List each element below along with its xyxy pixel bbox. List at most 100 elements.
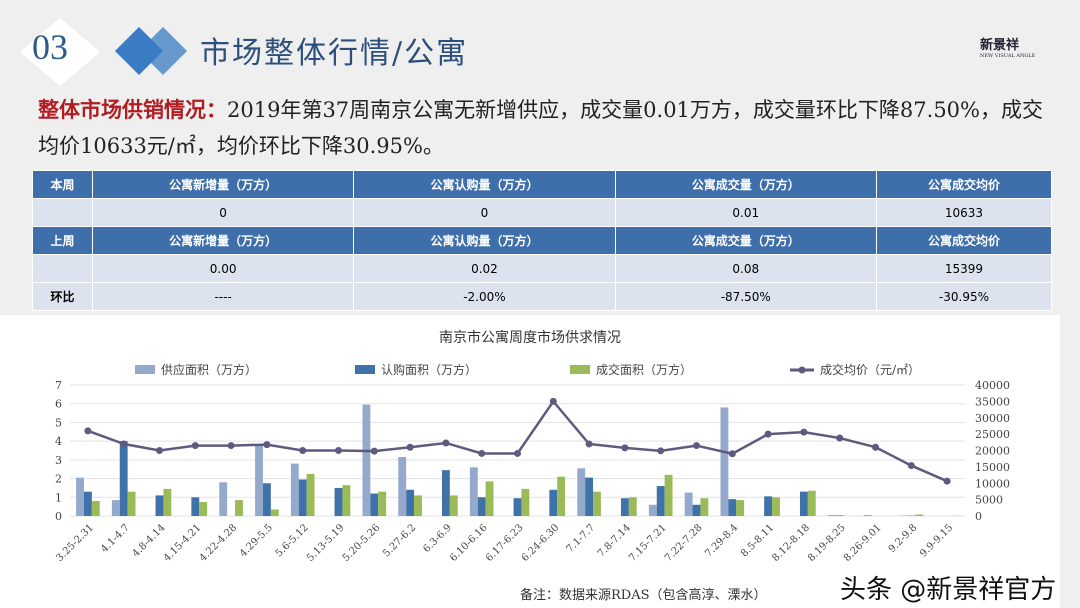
bar-2: [199, 501, 208, 516]
price-point: [907, 462, 915, 470]
ratio-cell: -30.95%: [875, 282, 1053, 311]
bar-0: [720, 407, 729, 516]
summary: 整体市场供销情况：2019年第37周南京公寓无新增供应，成交量0.01万方，成交…: [38, 97, 1043, 158]
bar-1: [262, 483, 271, 516]
chart-panel: 南京市公寓周度市场供求情况 供应面积（万方） 认购面积（万方） 成交面积（万方）…: [0, 315, 1060, 608]
price-point: [585, 440, 593, 448]
bar-0: [684, 492, 693, 516]
header-cell: 公寓新增量（万方）: [91, 226, 355, 255]
bar-2: [449, 495, 458, 516]
x-tick: 6.17-6.23: [484, 522, 526, 564]
bar-2: [664, 474, 673, 516]
y-right-tick: 0: [975, 510, 982, 523]
bar-1: [477, 497, 486, 516]
source-note: 备注：数据来源RDAS（包含高淳、溧水）: [520, 588, 767, 603]
y-left-tick: 6: [55, 398, 62, 411]
x-tick: 7.29-8.4: [703, 522, 740, 559]
x-tick: 9.2-9.8: [887, 522, 920, 555]
price-point: [335, 447, 342, 454]
bar-0: [290, 463, 299, 516]
bar-1: [585, 477, 594, 516]
price-point: [693, 442, 700, 450]
x-tick: 4.1-4.7: [99, 522, 132, 555]
bar-2: [521, 488, 530, 516]
bar-1: [119, 441, 128, 516]
y-left-tick: 7: [55, 379, 62, 392]
y-left-tick: 1: [55, 491, 62, 504]
price-point: [442, 439, 450, 447]
price-point: [370, 447, 378, 455]
price-point: [156, 447, 163, 454]
header-cell: 公寓新增量（万方）: [91, 170, 355, 199]
bar-2: [485, 481, 494, 516]
y-right-tick: 35000: [975, 395, 1010, 408]
y-right-tick: 10000: [975, 477, 1010, 490]
x-tick: 4.22-4.28: [198, 522, 240, 564]
bar-2: [127, 491, 136, 516]
bar-0: [111, 500, 120, 516]
x-tick: 8.12-8.18: [770, 522, 812, 564]
data-table: 本周 公寓新增量（万方） 公寓认购量（万方） 公寓成交量（万方） 公寓成交均价 0 0 0.…: [32, 170, 1053, 311]
legend-subscribe: 认购面积（万方）: [355, 361, 477, 378]
bar-2: [736, 500, 745, 516]
value-cell: 15399: [875, 254, 1053, 283]
bar-2: [915, 514, 924, 516]
bar-0: [469, 467, 478, 516]
row-label: 本周: [32, 170, 93, 199]
y-left-tick: 4: [55, 435, 62, 448]
bar-2: [593, 491, 601, 516]
bar-2: [163, 488, 172, 516]
y-right-tick: 15000: [975, 461, 1010, 474]
price-point: [84, 427, 92, 435]
price-point: [191, 442, 199, 450]
value-cell: 10633: [875, 198, 1053, 227]
bar-0: [863, 515, 872, 516]
ratio-cell: -87.50%: [614, 282, 877, 311]
x-tick: 7.1-7.7: [565, 522, 598, 555]
bar-0: [577, 468, 586, 516]
logo: 新景祥 NEW VISUAL ANGLE: [980, 38, 1036, 59]
bar-1: [835, 515, 844, 516]
empty-cell: [32, 198, 93, 227]
y-left-tick: 0: [55, 510, 62, 523]
x-tick: 5.13-5.19: [305, 522, 347, 564]
x-tick: 5.6-5.12: [274, 522, 311, 559]
price-point: [836, 434, 844, 442]
price-point: [764, 430, 772, 438]
x-tick: 5.27-6.2: [381, 522, 418, 559]
bar-2: [235, 500, 243, 516]
bar-1: [83, 491, 92, 516]
row-label: 上周: [32, 226, 93, 255]
y-right-tick: 5000: [975, 494, 1003, 507]
header-cell: 公寓成交量（万方）: [614, 170, 877, 199]
value-cell: 0.00: [91, 254, 355, 283]
value-cell: 0.01: [614, 198, 877, 227]
price-point: [406, 443, 414, 451]
ratio-cell: ----: [91, 282, 355, 311]
x-tick: 5.20-5.26: [341, 522, 383, 564]
legend-deal: 成交面积（万方）: [570, 361, 692, 378]
bar-1: [728, 499, 737, 516]
bar-1: [549, 489, 558, 516]
price-point: [872, 443, 879, 451]
watermark: 头条 @新景祥官方: [840, 575, 1057, 605]
page-title: 市场整体行情/公寓: [200, 36, 469, 71]
empty-cell: [32, 254, 93, 283]
bar-1: [692, 504, 701, 516]
x-tick: 4.29-5.5: [238, 522, 275, 559]
bar-2: [557, 476, 566, 516]
bar-1: [656, 486, 665, 516]
price-point: [478, 449, 486, 457]
price-point: [299, 447, 307, 454]
row-label: 环比: [32, 282, 93, 311]
header-cell: 公寓认购量（万方）: [353, 170, 616, 199]
price-point: [728, 450, 736, 458]
y-left-tick: 5: [55, 416, 62, 429]
x-tick: 4.8-4.14: [130, 522, 167, 559]
price-point: [514, 449, 521, 457]
x-tick: 6.3-6.9: [421, 522, 454, 555]
price-point: [800, 428, 808, 436]
price-point: [657, 447, 665, 455]
bar-2: [270, 509, 279, 516]
y-right-tick: 40000: [975, 379, 1010, 392]
